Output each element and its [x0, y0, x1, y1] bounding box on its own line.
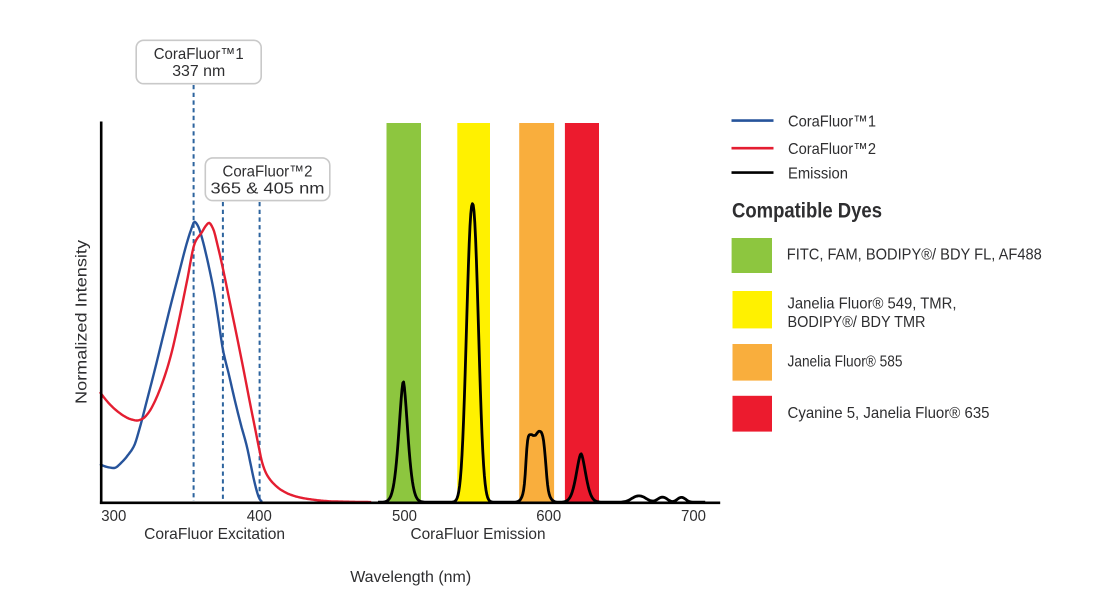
svg-text:BODIPY®/ BDY TMR: BODIPY®/ BDY TMR [788, 314, 926, 331]
svg-text:365 & 405 nm: 365 & 405 nm [211, 181, 325, 198]
svg-text:Normalized Intensity: Normalized Intensity [74, 240, 91, 404]
svg-text:CoraFluor™1: CoraFluor™1 [788, 114, 876, 131]
svg-text:CoraFluor Emission: CoraFluor Emission [411, 526, 546, 543]
svg-text:337 nm: 337 nm [172, 63, 225, 80]
svg-text:500: 500 [392, 508, 417, 525]
svg-text:400: 400 [247, 508, 272, 525]
svg-text:700: 700 [681, 508, 706, 525]
svg-text:CoraFluor™2: CoraFluor™2 [223, 164, 313, 181]
svg-text:Compatible Dyes: Compatible Dyes [732, 200, 882, 223]
svg-text:Cyanine 5, Janelia Fluor® 635: Cyanine 5, Janelia Fluor® 635 [788, 405, 990, 422]
svg-text:Emission: Emission [788, 166, 848, 183]
svg-text:Wavelength (nm): Wavelength (nm) [350, 569, 471, 586]
svg-text:FITC, FAM, BODIPY®/ BDY FL, AF: FITC, FAM, BODIPY®/ BDY FL, AF488 [787, 247, 1042, 264]
svg-text:CoraFluor Excitation: CoraFluor Excitation [144, 526, 285, 543]
svg-text:CoraFluor™2: CoraFluor™2 [788, 141, 876, 158]
svg-text:300: 300 [101, 508, 126, 525]
svg-text:Janelia Fluor® 585: Janelia Fluor® 585 [788, 354, 903, 371]
svg-text:600: 600 [536, 508, 561, 525]
svg-text:CoraFluor™1: CoraFluor™1 [154, 46, 244, 63]
svg-text:Janelia Fluor® 549, TMR,: Janelia Fluor® 549, TMR, [788, 296, 957, 313]
